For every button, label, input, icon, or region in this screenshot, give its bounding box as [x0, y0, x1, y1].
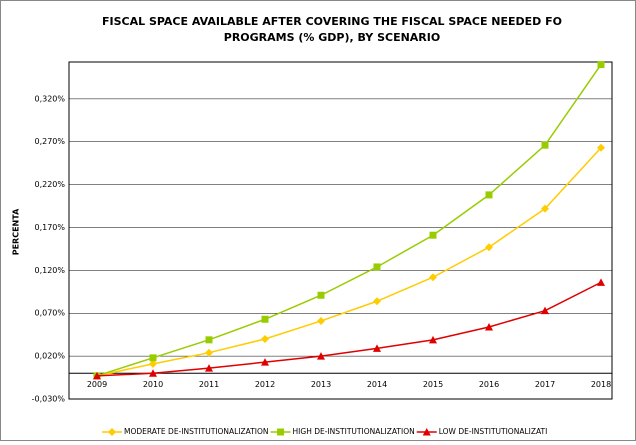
chart-title: PROGRAMS (% GDP), BY SCENARIO [224, 31, 440, 44]
marker [261, 334, 269, 343]
marker [422, 428, 431, 436]
y-tick-label: 0,170% [34, 223, 65, 232]
chart-title: FISCAL SPACE AVAILABLE AFTER COVERING TH… [102, 15, 562, 28]
marker [317, 316, 325, 325]
y-axis-label: PERCENTA [12, 208, 21, 255]
legend-label: HIGH DE-INSTITUTIONALIZATION [293, 427, 415, 436]
marker [541, 306, 549, 315]
series-line [96, 147, 602, 377]
marker [373, 297, 381, 306]
marker [541, 141, 549, 149]
series-line [96, 281, 602, 377]
x-tick-label: 2013 [311, 380, 331, 389]
marker [317, 291, 325, 299]
marker [149, 359, 157, 368]
y-tick-label: 0,120% [34, 266, 65, 275]
marker [373, 344, 381, 352]
marker [317, 352, 325, 360]
marker [149, 354, 157, 362]
y-tick-label: 0,070% [34, 309, 65, 318]
x-tick-label: 2015 [423, 380, 443, 389]
marker [541, 204, 549, 213]
legend-label: LOW DE-INSTITUTIONALIZATI [439, 427, 548, 436]
marker [597, 61, 605, 69]
marker [108, 428, 116, 436]
x-tick-label: 2012 [255, 380, 275, 389]
marker [205, 336, 213, 344]
marker [485, 243, 493, 252]
marker [205, 348, 213, 357]
marker [597, 143, 605, 152]
series-line [96, 64, 602, 377]
x-tick-label: 2014 [367, 380, 387, 389]
x-tick-label: 2010 [143, 380, 163, 389]
x-tick-label: 2017 [535, 380, 555, 389]
y-tick-label: -0,030% [32, 395, 66, 404]
y-tick-label: 0,220% [34, 180, 65, 189]
marker [429, 335, 437, 344]
marker [485, 322, 493, 331]
marker [597, 278, 605, 286]
marker [261, 315, 269, 323]
marker [205, 364, 213, 372]
marker [373, 263, 381, 271]
x-tick-label: 2016 [479, 380, 499, 389]
y-tick-label: 0,020% [34, 352, 65, 361]
plot-area [68, 61, 613, 400]
x-tick-label: 2011 [199, 380, 219, 389]
marker [149, 369, 157, 377]
x-tick-label: 2018 [591, 380, 611, 389]
marker [429, 231, 437, 239]
marker [485, 191, 493, 199]
y-tick-label: 0,270% [34, 137, 65, 146]
marker [277, 428, 285, 436]
marker [261, 358, 269, 366]
y-tick-label: 0,320% [34, 94, 65, 103]
marker [93, 371, 101, 380]
legend-label: MODERATE DE-INSTITUTIONALIZATION [124, 427, 269, 436]
marker [429, 273, 437, 282]
x-tick-label: 2009 [87, 380, 107, 389]
